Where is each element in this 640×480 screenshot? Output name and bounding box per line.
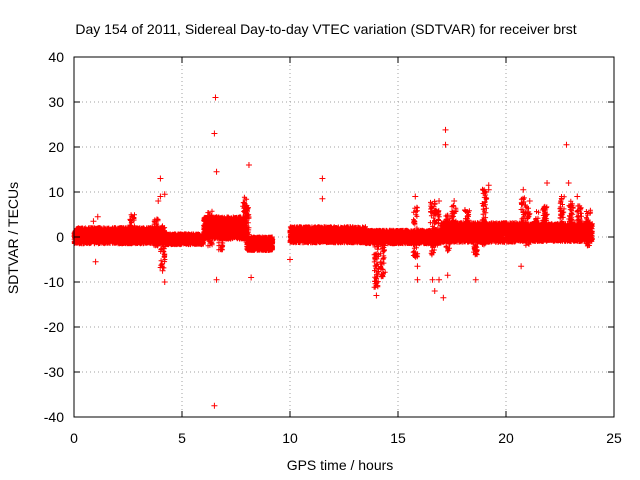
y-tick-label: 10 [48,184,64,200]
outlier-point [248,274,255,281]
outlier-point [518,263,525,270]
outlier-point [574,193,581,200]
x-tick-label: 25 [606,430,622,446]
outlier-point [461,207,468,213]
outlier-point [431,200,438,207]
axis-ticks: 0 5 10 15 20 25 -40 -30 -20 -10 0 10 20 30 40 [44,49,622,446]
outlier-point [429,276,436,283]
outlier-point [485,186,492,193]
outlier-point [565,180,572,186]
x-tick-label: 20 [498,430,514,446]
outlier-point [442,141,449,148]
outlier-point [520,186,527,193]
outlier-point [245,162,252,168]
outlier-point [373,292,380,299]
outlier-point [526,198,533,204]
x-tick-label: 5 [178,430,186,446]
chart-title: Day 154 of 2011, Sidereal Day-to-day VTE… [75,21,576,37]
outlier-point [94,213,101,220]
outlier-point [90,218,97,225]
x-tick-label: 0 [70,430,78,446]
y-tick-label: -20 [44,319,64,335]
y-axis-label: SDTVAR / TECUs [5,182,21,294]
x-tick-label: 10 [282,430,298,446]
y-tick-label: 0 [56,229,64,245]
outlier-point [414,263,421,270]
outlier-point [563,141,570,148]
outlier-point [440,294,447,301]
y-tick-label: 20 [48,139,64,155]
outlier-point [155,198,162,204]
outlier-point [319,195,326,202]
outlier-point [213,168,220,175]
y-tick-label: -40 [44,409,64,425]
data-point-cloud [71,186,595,290]
outlier-point [451,198,458,204]
outlier-point [213,276,220,283]
outlier-point [157,175,164,182]
y-tick-label: 40 [48,49,64,65]
outlier-point [436,276,443,283]
x-tick-label: 15 [390,430,406,446]
outlier-point [157,193,164,200]
outlier-point [436,198,443,204]
y-tick-label: -30 [44,364,64,380]
data-points [71,94,595,409]
outlier-point [287,256,293,263]
y-tick-label: 30 [48,94,64,110]
x-axis-label: GPS time / hours [287,457,394,473]
outlier-point [161,191,168,198]
outlier-point [159,267,166,274]
outlier-point [544,180,551,186]
outlier-point [92,258,99,265]
outlier-point [211,402,218,409]
outlier-point [319,175,326,182]
outlier-point [161,279,168,285]
outlier-point [472,276,479,283]
y-tick-label: -10 [44,274,64,290]
outlier-point [442,126,449,133]
outlier-point [412,193,419,200]
outlier-point [212,94,219,101]
outlier-point [431,288,438,294]
outlier-point [211,130,218,137]
outlier-point [414,276,421,283]
outlier-point [444,272,451,279]
